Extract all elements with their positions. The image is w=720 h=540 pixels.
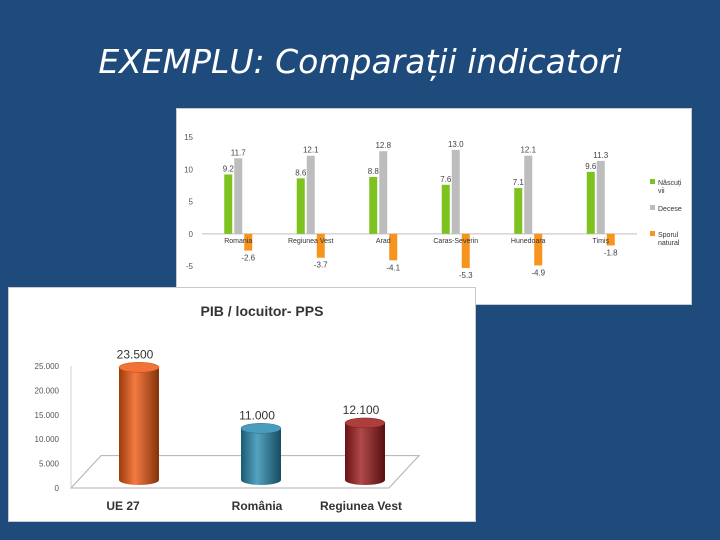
data-label: 8.6 [295,168,307,177]
data-label: -3.7 [314,261,328,270]
birth-death-chart: -5 0 5 10 15 9.2 11.7 -2.6 Romania 8.6 12.1 -3.7 Reg… [184,133,682,280]
bar-0-4 [514,187,523,234]
bar-1-3 [451,149,460,234]
data-label: 12.1 [303,146,319,155]
legend-label: Născuți [658,180,682,187]
y-tick-label: 25.000 [35,362,60,371]
category-label: Timiș [593,238,610,245]
bar-1-0 [234,158,243,234]
bar-0-1 [296,178,305,234]
y-tick-label: 10.000 [35,435,60,444]
legend-swatch-1 [650,205,655,210]
data-label: -4.1 [386,263,400,272]
bar-0-3 [441,184,450,234]
bar-0-2 [369,177,378,234]
data-label: 9.6 [585,162,597,171]
bar-2-1 [316,233,325,258]
y-tick-label: 5 [189,198,194,207]
y-tick-label: -5 [186,262,194,271]
bar-2-2 [389,233,398,261]
data-label: -4.9 [531,268,545,277]
bar-top-2 [344,417,386,429]
data-label: 11.3 [593,151,609,160]
bar-2-4 [534,233,543,266]
category-label: Caras-Severin [433,238,478,245]
y-tick-label: 5.000 [39,460,60,469]
category-label: Arad [376,238,391,245]
legend-label: Decese [658,206,682,213]
bar-2-5 [606,233,615,246]
bar-cylinder-1 [241,428,281,485]
data-label: 12.8 [375,141,391,150]
bar-cylinder-0 [119,367,159,485]
y-tick-label: 15.000 [35,411,60,420]
bar-2-3 [461,233,470,269]
bar-top-0 [118,362,160,373]
data-label: 7.6 [440,175,452,184]
birth-death-chart-panel: -5 0 5 10 15 9.2 11.7 -2.6 Romania 8.6 12.1 -3.7 Reg… [176,108,692,305]
slide-title: EXEMPLU: Comparații indicatori [98,42,622,81]
bar-2-0 [244,233,253,251]
data-label: 12.100 [343,403,380,417]
data-label: 12.1 [520,146,536,155]
bar-0-5 [586,171,595,234]
data-label: 7.1 [513,178,525,187]
category-label: Hunedoara [511,238,546,245]
gdp-chart: PIB / locuitor- PPS 0 5.000 10.000 15.000 20.… [35,303,421,513]
category-label: România [232,499,283,513]
data-label: 23.500 [117,347,154,361]
bar-1-2 [379,151,388,234]
category-label: Regiunea Vest [320,499,402,513]
bar-1-4 [524,155,533,234]
category-label: UE 27 [106,499,140,513]
data-label: 11.7 [231,148,247,157]
y-tick-label: 20.000 [35,386,60,395]
y-tick-label: 10 [184,165,193,174]
chart-title: PIB / locuitor- PPS [201,303,324,319]
data-label: 8.8 [368,167,380,176]
legend-label: vii [658,188,665,195]
bar-top-1 [240,423,282,434]
y-tick-label: 0 [189,230,194,239]
legend-swatch-2 [650,231,655,236]
category-label: Regiunea Vest [288,238,334,245]
data-label: 13.0 [448,140,464,149]
category-label: Romania [224,238,252,245]
legend-label: natural [658,240,680,247]
data-label: 9.2 [223,164,235,173]
data-label: -2.6 [241,254,255,263]
y-tick-label: 15 [184,133,193,142]
bar-1-1 [306,155,315,234]
legend-label: Sporul [658,232,679,239]
bar-cylinder-2 [345,422,385,485]
bar-1-5 [596,160,605,234]
y-tick-label: 0 [55,484,60,493]
data-label: 11.000 [239,408,275,422]
bar-0-0 [224,174,233,234]
gdp-chart-panel: PIB / locuitor- PPS 0 5.000 10.000 15.000 20.… [8,287,476,522]
data-label: -1.8 [604,248,618,257]
legend-swatch-0 [650,179,655,184]
data-label: -5.3 [459,271,473,280]
